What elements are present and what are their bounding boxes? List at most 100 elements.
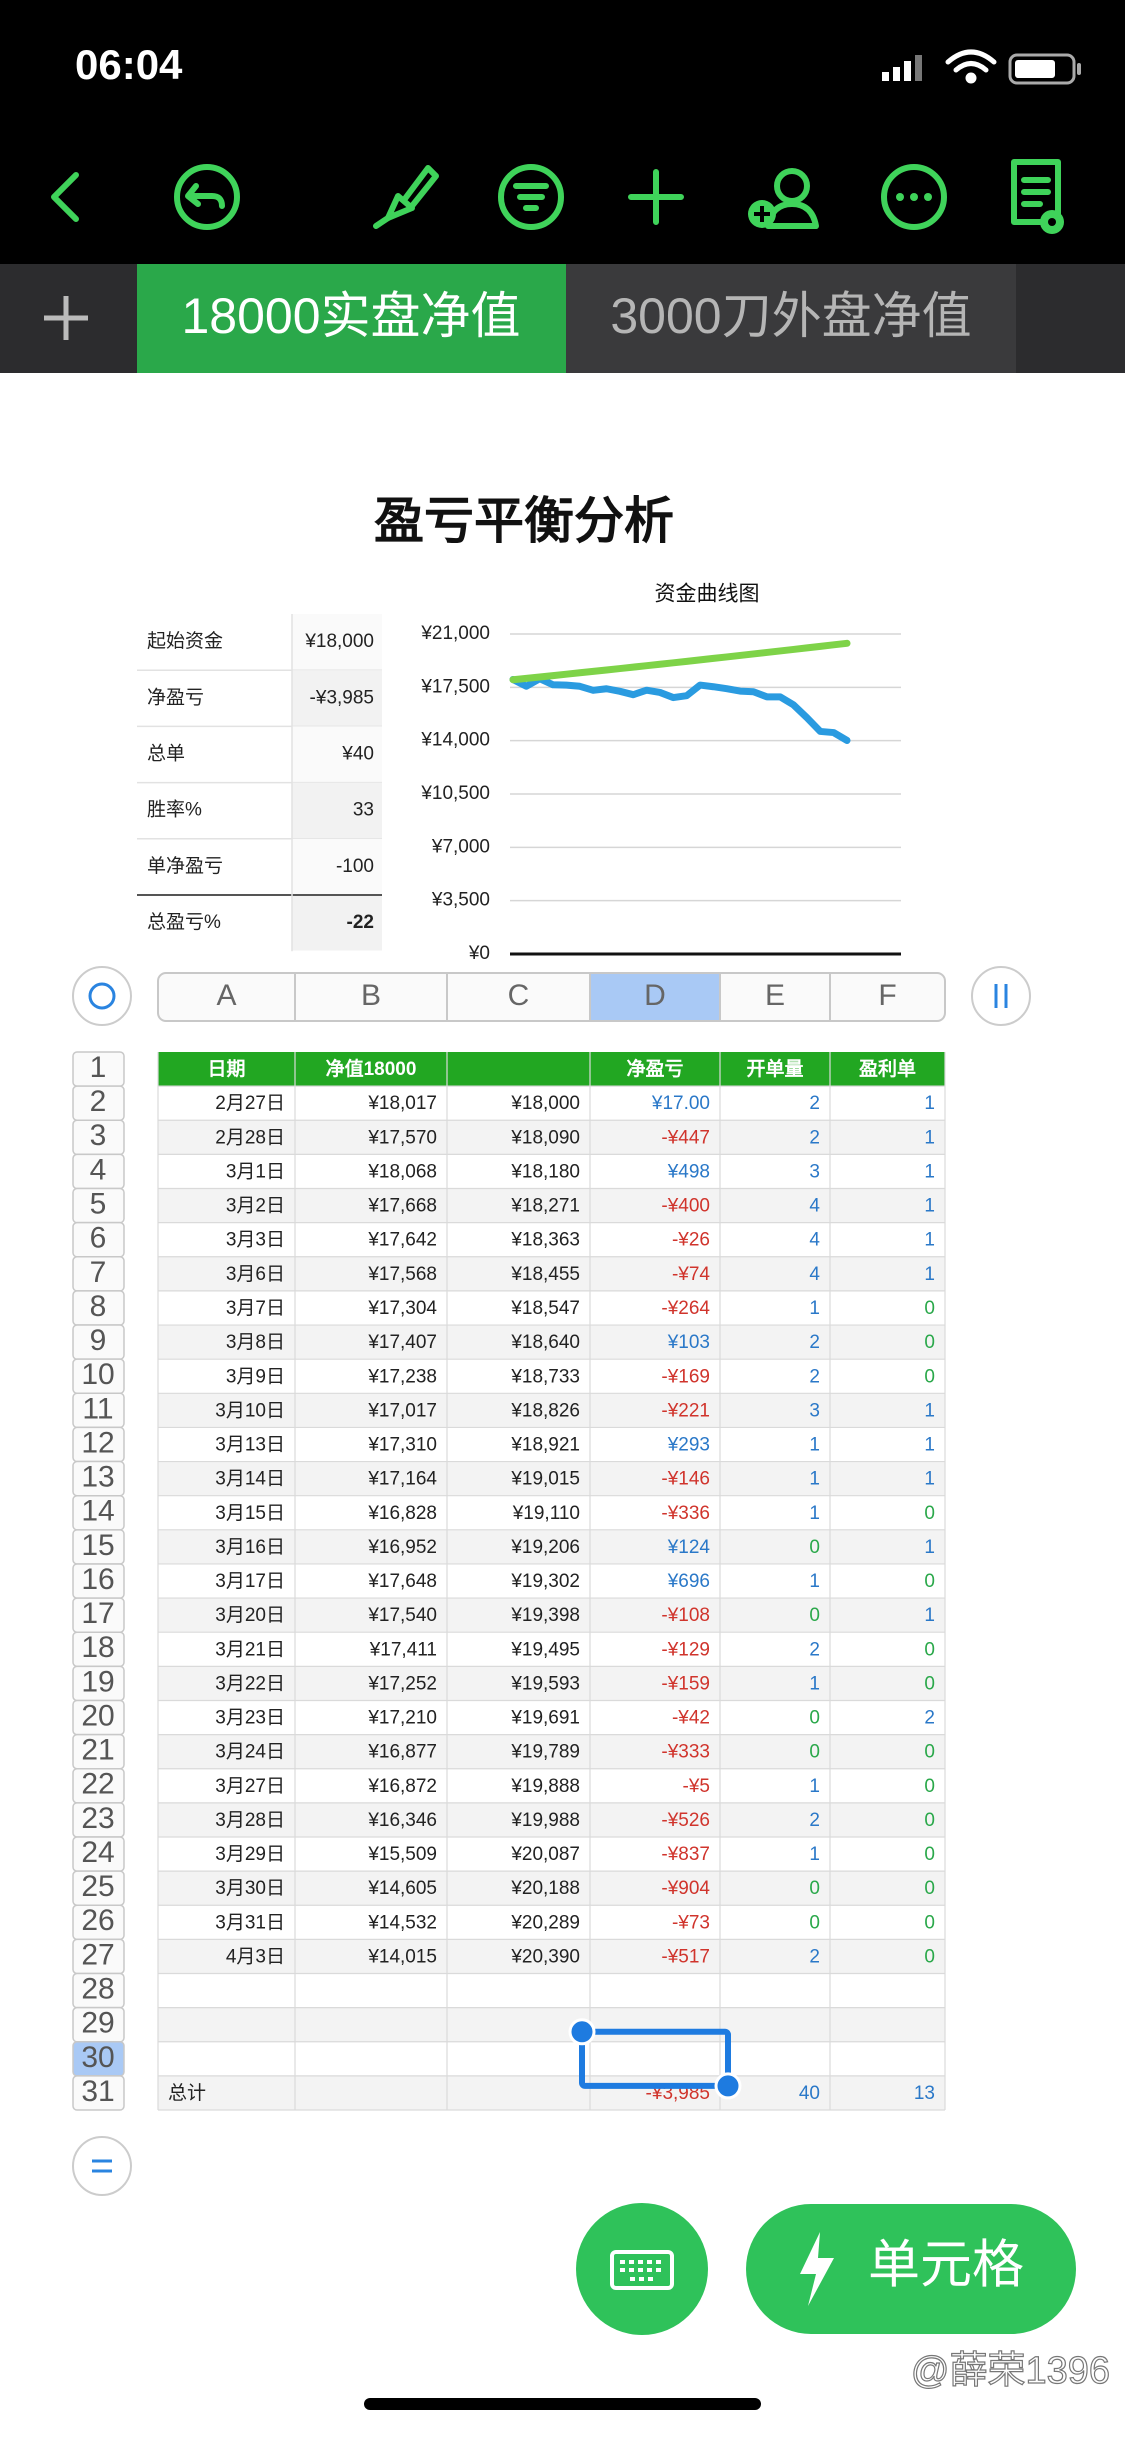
selection-handle[interactable] bbox=[714, 2072, 742, 2100]
filter-button[interactable] bbox=[498, 164, 564, 230]
cell-text: ¥19,789 bbox=[510, 1742, 580, 1763]
cell-text: ¥19,302 bbox=[510, 1571, 580, 1592]
cell-text: ¥17,407 bbox=[367, 1332, 437, 1353]
cell-text: ¥17,164 bbox=[367, 1469, 437, 1490]
tab-label: 18000实盘净值 bbox=[181, 288, 520, 344]
header-row bbox=[158, 1052, 945, 1087]
signal-icon bbox=[882, 55, 922, 81]
cell-text: 3月20日 bbox=[215, 1605, 285, 1626]
cell-text: ¥18,068 bbox=[367, 1161, 437, 1182]
row-number: 31 bbox=[81, 2075, 114, 2108]
row-number: 22 bbox=[81, 1768, 114, 1801]
cell-text: 1 bbox=[924, 1435, 935, 1456]
cell-text: ¥17,570 bbox=[367, 1127, 437, 1148]
cell-text: 3月16日 bbox=[215, 1537, 285, 1558]
cell-text: ¥16,346 bbox=[367, 1810, 437, 1831]
cell-text: 3月13日 bbox=[215, 1435, 285, 1456]
row-number: 30 bbox=[81, 2041, 114, 2074]
row-background bbox=[158, 1666, 945, 1701]
cell-text: ¥124 bbox=[667, 1537, 711, 1558]
cell-text: 4月3日 bbox=[226, 1946, 285, 1967]
more-button[interactable] bbox=[881, 164, 947, 230]
row-background bbox=[158, 1768, 945, 1803]
tab[interactable] bbox=[566, 264, 1016, 373]
view-button[interactable] bbox=[1011, 159, 1064, 234]
summary-label: 起始资金 bbox=[147, 630, 223, 652]
summary-table: 起始资金 ¥18,000 净盈亏 -¥3,985 总单 ¥40 胜率% 33 单净盈亏 -100 总… bbox=[137, 614, 382, 952]
cell-text: 0 bbox=[809, 1912, 820, 1933]
cell-text: 1 bbox=[924, 1605, 935, 1626]
cell-text: ¥18,455 bbox=[510, 1264, 580, 1285]
select-table-button[interactable] bbox=[72, 966, 132, 1026]
y-tick-label: ¥7,000 bbox=[431, 836, 490, 857]
cell-text: ¥18,017 bbox=[367, 1093, 437, 1114]
cell-text: -¥169 bbox=[661, 1366, 710, 1387]
cell-text: -¥221 bbox=[661, 1400, 710, 1421]
row-background bbox=[158, 1120, 945, 1155]
column-letter: E bbox=[765, 979, 785, 1012]
add-sheet-button[interactable] bbox=[44, 296, 88, 340]
row-number-cell bbox=[72, 2075, 125, 2111]
cell-text: ¥17,668 bbox=[367, 1196, 437, 1217]
cell-text: ¥17,540 bbox=[367, 1605, 437, 1626]
column-letter: D bbox=[644, 979, 666, 1012]
cell-text: 3月24日 bbox=[215, 1742, 285, 1763]
cell-text: -¥517 bbox=[661, 1946, 710, 1967]
cell-text: 1 bbox=[809, 1673, 820, 1694]
cell-text: ¥17,252 bbox=[367, 1673, 437, 1694]
cell-text: 2月27日 bbox=[215, 1093, 285, 1114]
cell-text: 0 bbox=[924, 1503, 935, 1524]
cell-text: ¥19,888 bbox=[510, 1776, 580, 1797]
column-letter: C bbox=[508, 979, 530, 1012]
add-row-button[interactable] bbox=[72, 2136, 132, 2196]
undo-button[interactable] bbox=[174, 164, 240, 230]
cell-button-label: 单元格 bbox=[868, 2237, 1024, 2295]
cell-text: ¥18,733 bbox=[510, 1366, 580, 1387]
column-resize-button[interactable] bbox=[971, 966, 1031, 1026]
cell-text: 1 bbox=[809, 1503, 820, 1524]
add-button[interactable] bbox=[628, 169, 684, 225]
cell-button[interactable] bbox=[746, 2204, 1076, 2334]
selection-handle[interactable] bbox=[568, 2018, 596, 2046]
cell-text: ¥15,509 bbox=[367, 1844, 437, 1865]
row-number: 29 bbox=[81, 2007, 114, 2040]
cell-text: 0 bbox=[809, 1878, 820, 1899]
keyboard-button[interactable] bbox=[576, 2203, 708, 2335]
home-indicator bbox=[364, 2398, 761, 2410]
cell-text: 3月10日 bbox=[215, 1400, 285, 1421]
cell-text: 总计 bbox=[168, 2082, 206, 2104]
column-resize-glyph bbox=[994, 984, 1008, 1008]
cell-text: 3月21日 bbox=[215, 1639, 285, 1660]
collaborate-button[interactable] bbox=[748, 168, 819, 229]
cell-text: ¥19,015 bbox=[510, 1469, 580, 1490]
cell-text: 1 bbox=[809, 1435, 820, 1456]
cell-text: -¥526 bbox=[661, 1810, 710, 1831]
cell-text: ¥696 bbox=[667, 1571, 710, 1592]
cell-text: 1 bbox=[924, 1469, 935, 1490]
header-text: 开单量 bbox=[746, 1057, 803, 1080]
tab-active[interactable] bbox=[137, 264, 566, 373]
summary-value: -22 bbox=[347, 912, 374, 933]
row-background bbox=[158, 2007, 945, 2042]
format-button[interactable] bbox=[373, 165, 439, 229]
cell-text: 0 bbox=[924, 1946, 935, 1967]
cell-text: ¥20,390 bbox=[510, 1946, 580, 1967]
row-number: 17 bbox=[81, 1597, 114, 1630]
y-tick-label: ¥17,500 bbox=[420, 676, 490, 697]
cell-text: -¥333 bbox=[661, 1742, 710, 1763]
cell-text: ¥19,593 bbox=[510, 1673, 580, 1694]
cell-text: 2月28日 bbox=[215, 1127, 285, 1148]
cell-text: 1 bbox=[924, 1161, 935, 1182]
summary-value: ¥40 bbox=[341, 744, 374, 765]
cell-text: -¥129 bbox=[661, 1639, 710, 1660]
cell-text: 3月7日 bbox=[226, 1298, 285, 1319]
status-time: 06:04 bbox=[75, 41, 183, 88]
back-button[interactable] bbox=[51, 172, 79, 222]
column-header-selected bbox=[590, 974, 720, 1020]
cell-text: -¥400 bbox=[661, 1196, 710, 1217]
cell-text: 0 bbox=[924, 1298, 935, 1319]
cell-text: 3月15日 bbox=[215, 1503, 285, 1524]
summary-value-cell bbox=[292, 726, 382, 783]
row-background bbox=[158, 1359, 945, 1394]
add-row-glyph bbox=[92, 2159, 112, 2173]
